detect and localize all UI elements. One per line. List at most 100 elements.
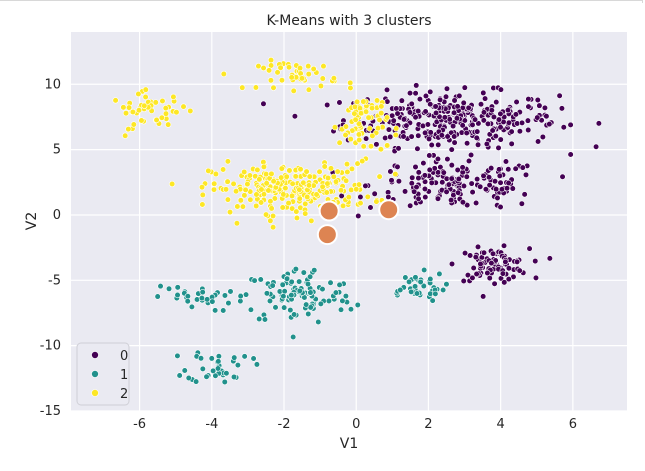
data-point-cluster-0 <box>477 183 484 190</box>
data-point-cluster-0 <box>524 117 532 124</box>
data-point-cluster-1 <box>214 365 222 372</box>
data-point-cluster-2 <box>321 163 328 170</box>
data-point-cluster-0 <box>383 86 391 93</box>
centroid-markers <box>316 199 400 246</box>
data-point-cluster-2 <box>267 57 275 64</box>
data-point-cluster-0 <box>464 202 471 209</box>
data-point-cluster-0 <box>489 127 496 134</box>
data-point-cluster-2 <box>268 170 275 177</box>
data-point-cluster-2 <box>246 172 254 179</box>
data-point-cluster-0 <box>362 182 369 189</box>
data-point-cluster-0 <box>427 88 434 95</box>
data-point-cluster-1 <box>304 280 312 288</box>
legend-label-1: 1 <box>120 368 128 383</box>
data-point-cluster-2 <box>316 168 323 175</box>
data-point-cluster-0 <box>421 185 429 193</box>
data-point-cluster-2 <box>237 197 244 204</box>
data-point-cluster-1 <box>279 281 286 288</box>
data-point-cluster-0 <box>474 176 481 183</box>
data-point-cluster-1 <box>176 372 183 379</box>
data-point-cluster-0 <box>422 129 429 136</box>
data-point-cluster-2 <box>267 198 274 205</box>
data-point-cluster-0 <box>415 132 422 139</box>
data-point-cluster-0 <box>432 103 439 110</box>
data-point-cluster-2 <box>260 191 268 198</box>
data-point-cluster-1 <box>296 278 303 285</box>
data-point-cluster-2 <box>257 199 265 206</box>
data-point-cluster-0 <box>403 122 410 129</box>
data-point-cluster-2 <box>296 65 304 72</box>
data-point-cluster-0 <box>393 105 400 112</box>
data-point-cluster-2 <box>142 86 149 93</box>
data-point-cluster-1 <box>440 286 447 294</box>
data-point-cluster-0 <box>546 255 553 262</box>
legend-marker-2 <box>91 389 99 397</box>
data-point-cluster-2 <box>355 120 363 127</box>
data-point-cluster-1 <box>227 288 234 295</box>
data-point-cluster-0 <box>401 188 409 195</box>
data-point-cluster-0 <box>482 186 490 193</box>
data-point-cluster-0 <box>415 169 422 176</box>
data-point-cluster-2 <box>199 191 206 199</box>
data-point-cluster-2 <box>357 110 365 117</box>
x-tick-label: 2 <box>424 417 432 432</box>
data-point-cluster-0 <box>483 140 490 148</box>
data-point-cluster-2 <box>278 77 286 84</box>
data-point-cluster-2 <box>392 131 399 139</box>
data-point-cluster-0 <box>525 96 532 103</box>
data-point-cluster-1 <box>281 288 288 295</box>
data-point-cluster-1 <box>417 278 424 286</box>
data-point-cluster-2 <box>310 65 317 73</box>
data-point-cluster-0 <box>406 90 414 97</box>
data-point-cluster-0 <box>567 151 574 158</box>
data-point-cluster-1 <box>287 306 294 314</box>
data-point-cluster-1 <box>397 286 404 294</box>
data-point-cluster-1 <box>429 297 436 304</box>
data-point-cluster-2 <box>267 217 274 224</box>
data-point-cluster-0 <box>496 166 503 173</box>
data-point-cluster-0 <box>408 133 415 140</box>
data-point-cluster-2 <box>327 165 335 172</box>
data-point-cluster-0 <box>480 293 487 300</box>
data-point-cluster-1 <box>405 278 413 285</box>
data-point-cluster-0 <box>451 109 458 116</box>
data-point-cluster-0 <box>382 134 389 142</box>
data-point-cluster-0 <box>500 242 508 249</box>
data-point-cluster-0 <box>454 166 461 174</box>
data-point-cluster-2 <box>302 200 309 207</box>
data-point-cluster-0 <box>484 120 492 127</box>
data-point-cluster-1 <box>272 304 279 311</box>
data-point-cluster-2 <box>336 139 343 146</box>
data-point-cluster-0 <box>497 203 504 211</box>
data-point-cluster-2 <box>277 64 284 71</box>
data-point-cluster-0 <box>532 257 539 265</box>
data-point-cluster-0 <box>516 267 523 274</box>
data-point-cluster-2 <box>290 87 297 94</box>
data-points <box>112 57 602 386</box>
data-point-cluster-0 <box>448 196 455 204</box>
data-point-cluster-0 <box>427 129 434 136</box>
data-point-cluster-2 <box>357 200 364 207</box>
data-point-cluster-1 <box>336 281 343 288</box>
data-point-cluster-0 <box>497 124 504 131</box>
data-point-cluster-0 <box>455 175 462 183</box>
data-point-cluster-2 <box>187 107 194 115</box>
data-point-cluster-0 <box>398 97 405 104</box>
centroid-marker <box>316 224 338 246</box>
data-point-cluster-0 <box>422 108 429 115</box>
data-point-cluster-0 <box>467 252 474 259</box>
data-point-cluster-2 <box>373 97 381 104</box>
data-point-cluster-1 <box>174 352 181 360</box>
data-point-cluster-2 <box>342 123 350 130</box>
data-point-cluster-0 <box>464 272 472 279</box>
data-point-cluster-1 <box>234 362 242 369</box>
data-point-cluster-0 <box>456 92 463 99</box>
data-point-cluster-2 <box>120 104 127 111</box>
data-point-cluster-2 <box>153 116 160 124</box>
data-point-cluster-1 <box>230 373 238 381</box>
y-tick-label: -10 <box>40 339 61 354</box>
data-point-cluster-2 <box>230 180 237 188</box>
data-point-cluster-2 <box>369 132 376 139</box>
data-point-cluster-0 <box>443 188 450 195</box>
data-point-cluster-2 <box>348 165 356 172</box>
